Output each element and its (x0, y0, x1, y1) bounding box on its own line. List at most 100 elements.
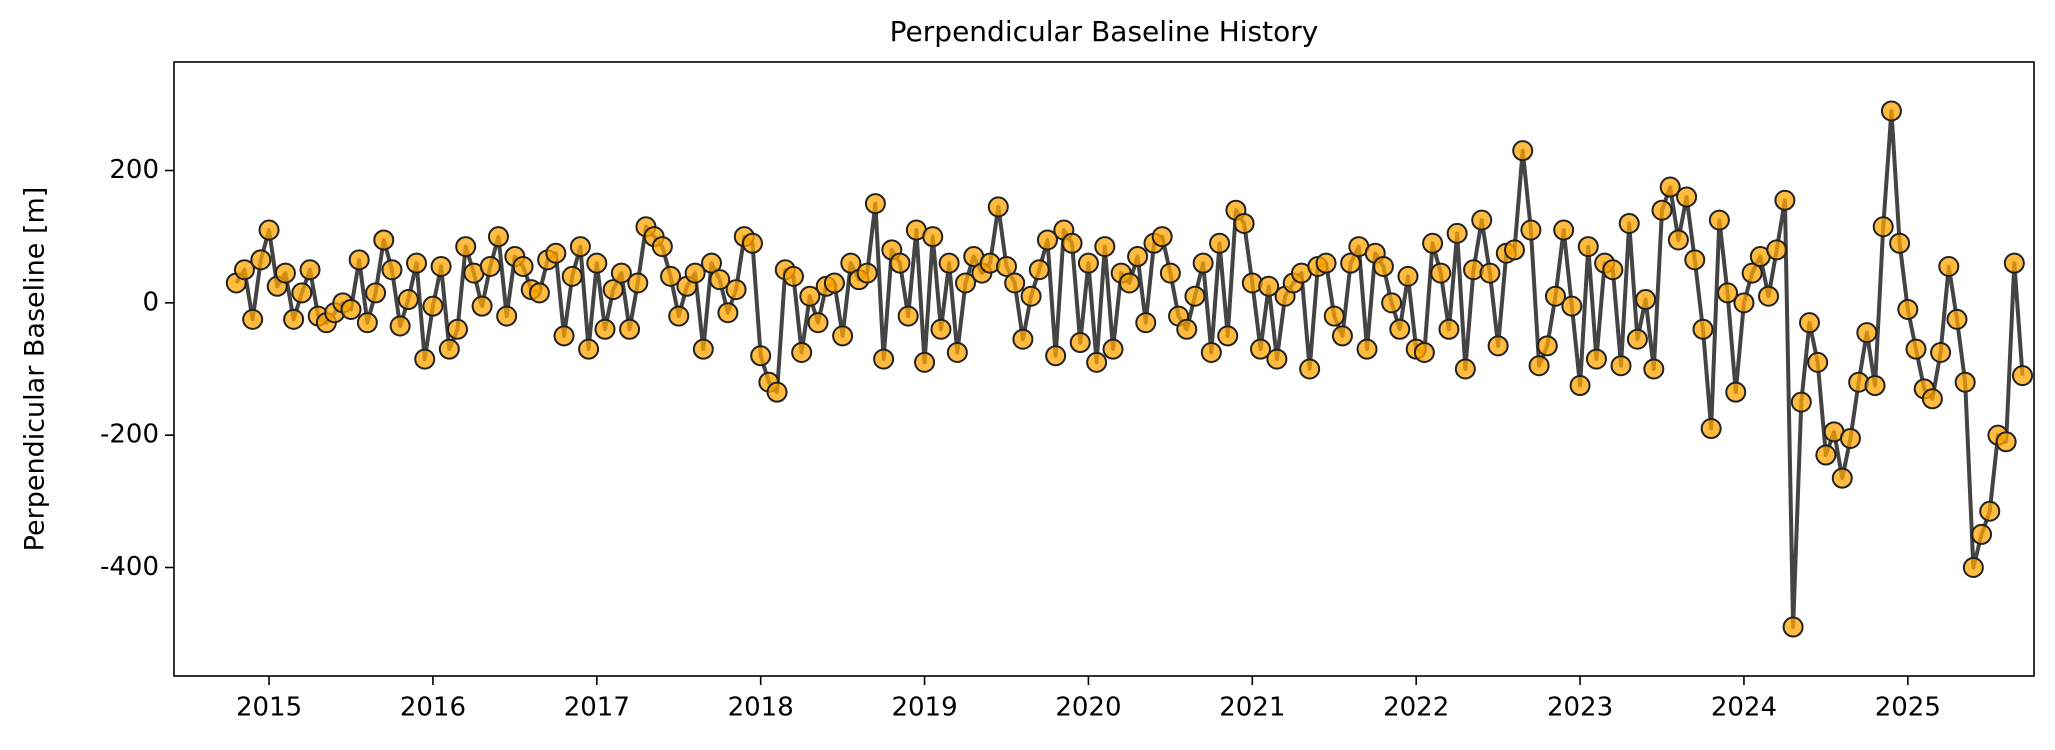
data-point (1921, 388, 1943, 410)
data-point (1192, 252, 1214, 274)
data-point (1036, 229, 1058, 251)
data-point (889, 252, 911, 274)
data-point (938, 252, 960, 274)
data-point (1602, 259, 1624, 281)
data-point (922, 226, 944, 248)
data-point (2012, 365, 2034, 387)
x-tick-label: 2015 (236, 693, 302, 723)
data-point (1487, 335, 1509, 357)
data-point (1807, 351, 1829, 373)
data-point (1004, 272, 1026, 294)
data-point (406, 252, 428, 274)
data-point (660, 265, 682, 287)
data-point (1905, 338, 1927, 360)
plot-frame (173, 61, 2035, 677)
data-point (1094, 236, 1116, 258)
data-point (283, 308, 305, 330)
data-point (782, 265, 804, 287)
data-point (897, 305, 919, 327)
data-point (1520, 219, 1542, 241)
plot-area (225, 100, 2034, 638)
data-point (365, 282, 387, 304)
data-point (1708, 209, 1730, 231)
data-point (1372, 255, 1394, 277)
data-point (594, 318, 616, 340)
data-point (512, 255, 534, 277)
y-tick-label: 0 (142, 287, 159, 317)
data-point (274, 262, 296, 284)
data-point (1839, 427, 1861, 449)
y-tick-label: -200 (100, 420, 159, 450)
data-point (1381, 292, 1403, 314)
data-point (1782, 616, 1804, 638)
data-point (1692, 318, 1714, 340)
data-point (496, 305, 518, 327)
data-point (717, 302, 739, 324)
data-point (1299, 358, 1321, 380)
data-point (1971, 523, 1993, 545)
data-point (856, 262, 878, 284)
data-point (1676, 186, 1698, 208)
data-point (1266, 348, 1288, 370)
data-point (1151, 226, 1173, 248)
data-point (1471, 209, 1493, 231)
data-point (340, 298, 362, 320)
data-point (1184, 285, 1206, 307)
data-point (471, 295, 493, 317)
data-point (1233, 212, 1255, 234)
data-point (1585, 348, 1607, 370)
data-point (1717, 282, 1739, 304)
data-point (1356, 338, 1378, 360)
data-point (291, 282, 313, 304)
data-point (1569, 375, 1591, 397)
data-point (1635, 289, 1657, 311)
data-point (1626, 328, 1648, 350)
data-point (233, 259, 255, 281)
data-point (619, 318, 641, 340)
data-point (873, 348, 895, 370)
data-point (1553, 219, 1575, 241)
data-point (528, 282, 550, 304)
data-point (430, 255, 452, 277)
data-point (1028, 259, 1050, 281)
data-point (725, 279, 747, 301)
data-point (1331, 325, 1353, 347)
data-point (1536, 335, 1558, 357)
data-point (823, 272, 845, 294)
data-point (586, 252, 608, 274)
data-point (1430, 262, 1452, 284)
data-point (414, 348, 436, 370)
data-point (668, 305, 690, 327)
data-point (1528, 355, 1550, 377)
data-point (1979, 500, 2001, 522)
data-point (1389, 318, 1411, 340)
data-point (1954, 371, 1976, 393)
data-point (1323, 305, 1345, 327)
data-point (864, 193, 886, 215)
data-point (1061, 232, 1083, 254)
y-tick-label: 200 (109, 155, 159, 185)
data-point (799, 285, 821, 307)
data-point (1118, 272, 1140, 294)
x-tick-label: 2016 (400, 693, 466, 723)
data-point (1659, 176, 1681, 198)
data-point (1086, 351, 1108, 373)
data-point (1733, 292, 1755, 314)
data-point (684, 262, 706, 284)
data-point (438, 338, 460, 360)
data-point (1651, 199, 1673, 221)
data-point (1077, 252, 1099, 274)
data-point (1643, 358, 1665, 380)
data-point (1610, 355, 1632, 377)
data-point (2003, 252, 2025, 274)
x-tick-label: 2018 (728, 693, 794, 723)
data-point (987, 196, 1009, 218)
data-point (1012, 328, 1034, 350)
data-point (832, 325, 854, 347)
data-point (750, 345, 772, 367)
data-point (1454, 358, 1476, 380)
data-point (373, 229, 395, 251)
data-point (627, 272, 649, 294)
data-point (1889, 232, 1911, 254)
